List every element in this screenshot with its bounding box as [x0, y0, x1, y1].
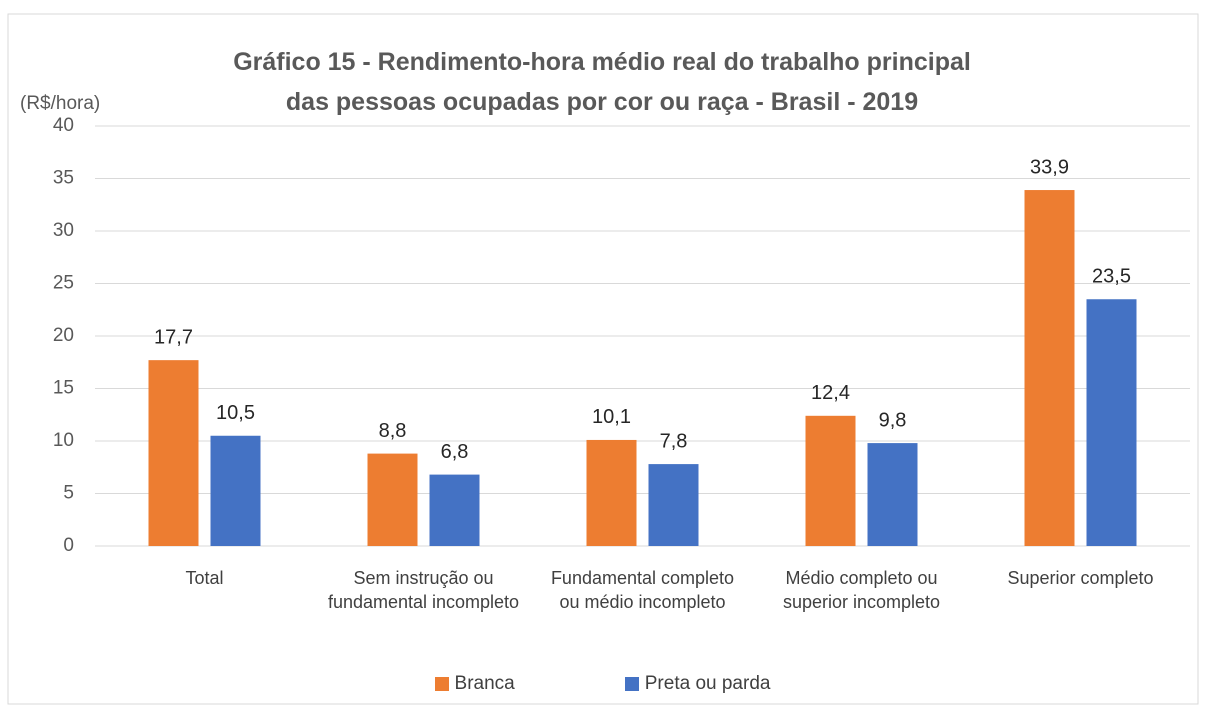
y-tick-label: 30 — [53, 220, 74, 241]
legend-swatch — [434, 677, 449, 691]
data-label: 7,8 — [660, 430, 688, 452]
legend-swatch — [624, 677, 639, 691]
data-label: 6,8 — [441, 441, 469, 463]
data-label: 23,5 — [1092, 266, 1131, 288]
chart-title: Gráfico 15 - Rendimento-hora médio real … — [233, 48, 971, 116]
bar — [429, 474, 480, 546]
bar — [586, 439, 637, 546]
x-tick-label: Médio completo ou superior incompleto — [782, 568, 941, 612]
bar — [648, 464, 699, 546]
y-tick-label: 10 — [53, 430, 74, 451]
legend-item: Preta ou parda — [624, 673, 771, 695]
legend-label: Preta ou parda — [644, 673, 771, 694]
y-axis-label: (R$/hora) — [20, 93, 100, 114]
chart-frame — [7, 13, 1199, 705]
y-tick-label: 20 — [53, 325, 74, 346]
y-tick-label: 0 — [63, 535, 74, 556]
x-tick-label: Total — [185, 568, 224, 588]
y-tick-label: 40 — [53, 115, 74, 136]
x-tick-label: Fundamental completo ou médio incompleto — [550, 568, 735, 612]
bar — [1086, 299, 1137, 546]
y-tick-label: 35 — [53, 168, 74, 189]
data-label: 10,1 — [592, 406, 631, 428]
data-label: 10,5 — [216, 402, 255, 424]
bar — [148, 360, 199, 546]
bar — [805, 415, 856, 546]
data-label: 33,9 — [1030, 156, 1069, 178]
data-label: 9,8 — [879, 409, 907, 431]
x-tick-label: Superior completo — [1007, 568, 1154, 588]
legend-label: Branca — [454, 673, 515, 694]
legend: Branca Preta ou parda — [0, 673, 1205, 695]
bar — [210, 435, 261, 546]
bar — [1024, 190, 1075, 547]
x-tick-label: Sem instrução ou fundamental incompleto — [327, 568, 520, 612]
data-label: 17,7 — [154, 326, 193, 348]
data-label: 12,4 — [811, 382, 850, 404]
bar — [867, 443, 918, 546]
y-tick-label: 5 — [63, 483, 74, 504]
y-tick-label: 15 — [53, 378, 74, 399]
y-tick-label: 25 — [53, 273, 74, 294]
bar — [367, 453, 418, 546]
data-label: 8,8 — [379, 420, 407, 442]
legend-item: Branca — [434, 673, 515, 695]
